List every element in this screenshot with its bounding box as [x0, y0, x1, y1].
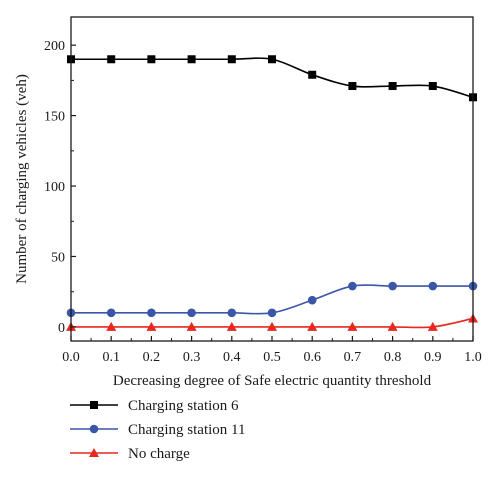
x-tick-label: 0.7: [344, 350, 362, 365]
x-tick-label: 1.0: [464, 350, 482, 365]
series-2-point: [307, 295, 317, 305]
y-tick-label: 200: [44, 39, 65, 54]
y-tick-label: 150: [44, 110, 65, 125]
series-3-point: [226, 321, 237, 331]
series-1-point: [107, 55, 116, 64]
legend-label: Charging station 11: [128, 422, 246, 438]
legend-label: No charge: [128, 446, 190, 462]
y-axis-ticks: 0 50 100 150 200: [44, 39, 76, 336]
series-3-point: [146, 321, 157, 331]
series-1-point: [308, 70, 317, 79]
x-tick-label: 0.6: [303, 350, 321, 365]
x-tick-label: 0.9: [424, 350, 442, 365]
series-3-point: [347, 321, 358, 331]
series-2-point: [187, 308, 196, 318]
series-3-point: [186, 321, 197, 331]
series-3-point: [387, 321, 398, 331]
series-2-point: [388, 281, 397, 291]
series-3-point: [307, 321, 318, 331]
chart-marks: [66, 55, 478, 331]
y-tick-label: 50: [51, 250, 65, 265]
x-tick-label: 0.5: [263, 350, 281, 365]
series-1-point: [227, 55, 236, 64]
series-3-point: [106, 321, 117, 331]
series-1-point: [147, 55, 156, 64]
series-2-point: [348, 281, 357, 291]
x-tick-label: 0.2: [143, 350, 161, 365]
series-2-point: [267, 308, 277, 318]
x-axis-ticks: 0.0 0.1 0.2 0.3 0.4 0.5 0.6 0.7 0.8 0.9 1.0: [62, 336, 482, 365]
legend-marker: [89, 424, 99, 434]
series-1-point: [187, 55, 196, 64]
y-tick-label: 0: [58, 321, 65, 336]
series-3-point: [427, 321, 438, 331]
series-2-point: [428, 281, 438, 291]
x-tick-label: 0.0: [62, 350, 80, 365]
x-axis-label: Decreasing degree of Safe electric quant…: [113, 373, 432, 389]
y-tick-label: 100: [44, 180, 65, 195]
x-tick-label: 0.1: [102, 350, 120, 365]
legend-marker: [90, 401, 98, 409]
x-tick-label: 0.4: [223, 350, 241, 365]
series-2-point: [227, 308, 237, 318]
series-1-point: [428, 82, 437, 91]
series-1-point: [268, 55, 276, 64]
series-2-point: [147, 308, 156, 318]
series-line-1: [70, 57, 474, 99]
plot-frame: [70, 16, 474, 342]
y-axis-label: Number of charging vehicles (veh): [14, 74, 30, 284]
series-1-point: [348, 82, 357, 91]
legend-label: Charging station 6: [128, 398, 239, 414]
x-tick-label: 0.3: [183, 350, 201, 365]
series-2-point: [106, 308, 116, 318]
legend: Charging station 6 Charging station 11 No …: [70, 398, 246, 462]
series-3-point: [267, 321, 277, 331]
legend-marker: [89, 448, 99, 457]
series-1-point: [388, 82, 397, 91]
x-tick-label: 0.8: [384, 350, 402, 365]
